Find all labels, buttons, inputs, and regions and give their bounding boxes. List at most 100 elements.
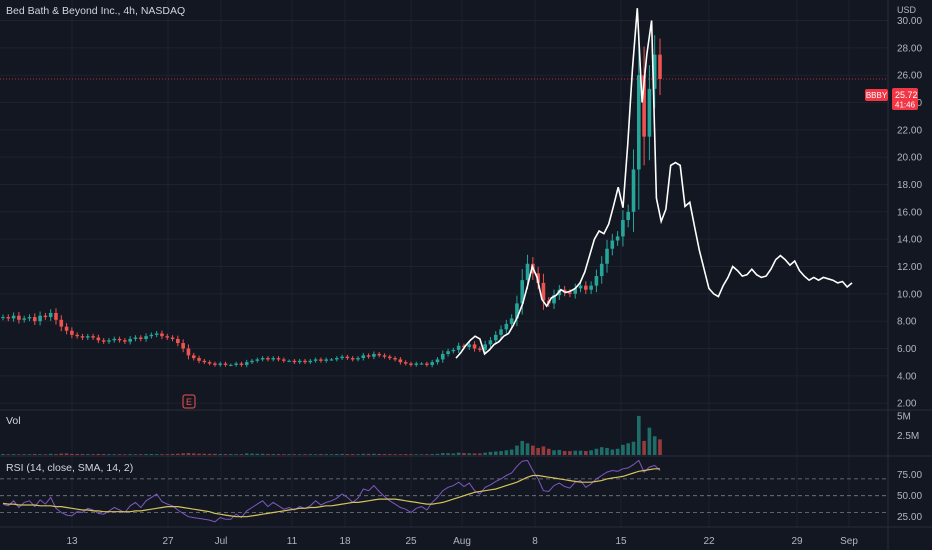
earnings-marker[interactable]: E — [182, 394, 196, 409]
candle-body — [340, 356, 344, 359]
candle-body — [266, 358, 270, 360]
volume-bar — [165, 454, 170, 455]
candle-body — [250, 360, 254, 363]
candle-body — [38, 315, 42, 322]
rsi-tick-label: 75.00 — [897, 470, 922, 481]
volume-bar — [255, 453, 260, 455]
volume-bar — [287, 454, 291, 455]
volume-bar — [366, 453, 371, 455]
rsi-pane-label: RSI (14, close, SMA, 14, 2) — [6, 462, 134, 474]
price-tick-label: 8.00 — [897, 317, 917, 328]
volume-bar — [483, 452, 487, 455]
rsi-ma-line — [2, 468, 660, 518]
volume-bar — [197, 453, 201, 455]
volume-bar — [91, 454, 95, 455]
candle-body — [239, 363, 244, 365]
volume-bar — [398, 454, 403, 455]
candle-body — [165, 336, 170, 338]
volume-bar — [451, 453, 456, 455]
candle-body — [589, 285, 593, 290]
volume-bar — [319, 454, 323, 455]
candle-body — [154, 333, 159, 335]
volume-bar — [54, 454, 58, 455]
volume-bar — [562, 451, 567, 455]
candle-body — [11, 315, 16, 319]
volume-bar — [85, 454, 90, 455]
time-tick-label: 8 — [532, 536, 538, 547]
volume-bar — [599, 447, 604, 455]
time-axis[interactable]: 13 27 Jul 11 18 25 Aug 8 15 22 29 Sep — [66, 536, 858, 547]
volume-bar — [403, 454, 408, 455]
volume-bar — [557, 449, 562, 455]
candle-body — [605, 248, 609, 264]
candle-body — [419, 363, 424, 365]
volume-bar — [11, 454, 16, 455]
candle-body — [287, 360, 291, 362]
candle-body — [191, 355, 196, 359]
volume-bar — [610, 449, 615, 455]
price-tick-label: 10.00 — [897, 289, 922, 300]
candle-body — [456, 345, 461, 350]
candle-body — [488, 340, 493, 345]
volume-bar — [372, 453, 376, 455]
chart-title: Bed Bath & Beyond Inc., 4h, NASDAQ — [6, 5, 186, 17]
time-tick-label: 15 — [615, 536, 627, 547]
volume-pane-label: Vol — [6, 415, 21, 427]
candle-body — [631, 169, 636, 212]
volume-bar — [276, 454, 281, 455]
candle-body — [54, 312, 58, 320]
volume-bar — [186, 453, 191, 455]
candle-body — [186, 348, 191, 356]
rsi-line — [2, 459, 661, 523]
candle-body — [59, 319, 64, 327]
volume-bar — [478, 453, 482, 455]
candle-body — [568, 292, 572, 294]
volume-bar — [64, 453, 69, 455]
candle-body — [181, 343, 185, 349]
volume-bar — [509, 449, 514, 455]
candle-body — [292, 360, 297, 363]
price-tag: BBBY 25.72 41:46 — [865, 88, 918, 110]
time-tick-label: 29 — [791, 536, 803, 547]
time-tick-label: Jul — [215, 536, 228, 547]
price-tag-value: 25.72 — [895, 90, 918, 100]
volume-bar — [303, 454, 307, 455]
price-axis[interactable]: 2.00 4.00 6.00 8.00 10.00 12.00 14.00 16.00 18.0… — [897, 0, 922, 523]
candle-body — [223, 363, 228, 365]
volume-bar — [266, 453, 270, 455]
volume-bar — [605, 447, 609, 455]
candle-body — [313, 359, 318, 361]
volume-bar — [17, 454, 21, 455]
volume-bar — [202, 453, 207, 455]
candle-body — [22, 318, 26, 320]
volume-bar — [22, 454, 26, 455]
candle-body — [160, 333, 164, 337]
volume-bar — [488, 451, 493, 455]
candle-body — [48, 312, 53, 318]
volume-bar — [282, 454, 286, 455]
volume-bar — [387, 454, 392, 455]
price-tick-label: 12.00 — [897, 262, 922, 273]
volume-bar — [626, 443, 631, 455]
candle-body — [599, 263, 604, 277]
candle-body — [642, 75, 646, 137]
price-tag-bg — [892, 88, 918, 110]
volume-bar — [647, 427, 652, 455]
earnings-marker-letter: E — [186, 397, 192, 407]
candle-body — [202, 360, 207, 363]
volume-bar — [329, 454, 334, 455]
rsi-tick-label: 50.00 — [897, 491, 922, 502]
candle-body — [372, 353, 376, 357]
volume-bar — [350, 454, 355, 455]
candle-body — [350, 358, 355, 360]
candle-body — [75, 334, 79, 337]
volume-bar — [144, 454, 148, 455]
price-tick-label: 6.00 — [897, 344, 917, 355]
volume-bar — [170, 453, 175, 455]
volume-bar — [107, 454, 111, 455]
candle-body — [499, 329, 503, 335]
price-tick-label: 28.00 — [897, 43, 922, 54]
price-tick-label: 14.00 — [897, 235, 922, 246]
price-tick-label: 16.00 — [897, 207, 922, 218]
